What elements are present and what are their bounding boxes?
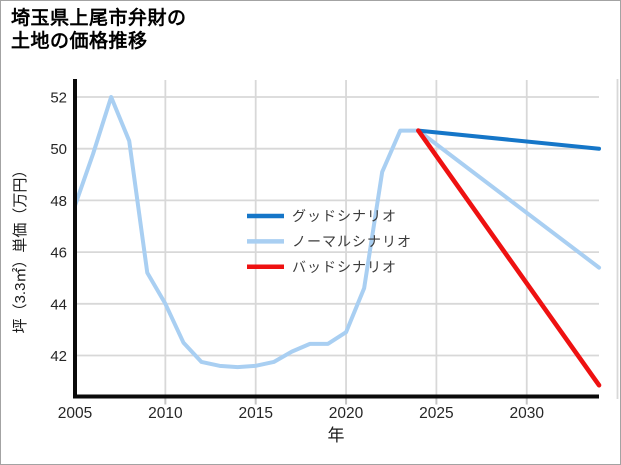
x-axis-spine — [73, 394, 599, 399]
x-tick-label: 2020 — [329, 405, 364, 422]
series-layer — [73, 95, 602, 388]
axes-spines — [73, 79, 599, 399]
y-axis-title: 坪（3.3㎡）単価（万円） — [12, 163, 29, 334]
series-line-0 — [416, 128, 602, 151]
y-axis-spine — [73, 79, 77, 398]
x-tick-label: 2025 — [419, 405, 453, 422]
legend-label: ノーマルシナリオ — [292, 233, 412, 249]
chart-title: 埼玉県上尾市弁財の 土地の価格推移 — [11, 7, 187, 53]
x-tick-label: 2015 — [238, 405, 272, 422]
series-line-2 — [416, 128, 602, 388]
x-axis-title: 年 — [328, 426, 345, 445]
y-tick-label: 44 — [50, 296, 67, 313]
series-line-1 — [73, 95, 602, 370]
chart-title-line1: 埼玉県上尾市弁財の — [11, 8, 187, 29]
y-tick-label: 48 — [50, 193, 67, 210]
y-tick-label: 50 — [50, 141, 67, 158]
x-tick-label: 2010 — [148, 405, 183, 422]
x-tick-label: 2030 — [510, 405, 545, 422]
legend-label: バッドシナリオ — [292, 259, 397, 275]
tick-label-layer: 42 44 46 48 50 52 2005 2010 2015 2020 2025 2030 — [50, 90, 544, 423]
y-tick-label: 46 — [50, 245, 67, 262]
grid-layer — [75, 79, 619, 405]
chart-title-line2: 土地の価格推移 — [11, 31, 148, 52]
y-tick-label: 42 — [50, 348, 67, 365]
y-tick-label: 52 — [50, 90, 67, 107]
legend-label: グッドシナリオ — [292, 208, 397, 224]
x-tick-label: 2005 — [58, 405, 92, 422]
